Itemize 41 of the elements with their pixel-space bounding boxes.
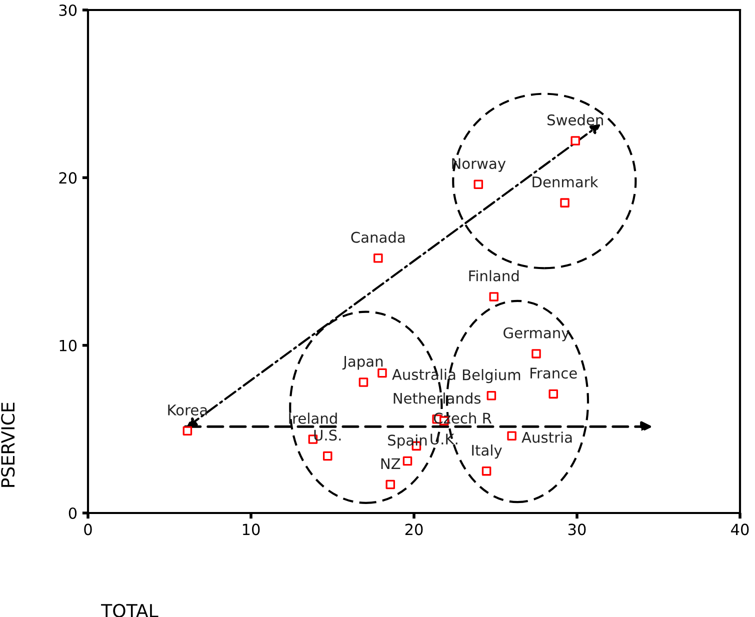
point — [482, 466, 492, 476]
y-tick-label: 0 — [68, 507, 77, 520]
x-tick-label: 0 — [84, 524, 92, 536]
point — [532, 349, 541, 358]
point — [402, 456, 412, 466]
annotation: Australia — [392, 368, 456, 380]
y-tick-label: 10 — [60, 340, 77, 352]
annotation: Spain — [388, 434, 427, 449]
point — [358, 378, 368, 387]
annotation: NZ — [381, 458, 400, 469]
x-tick-label: 30 — [568, 524, 586, 536]
point — [322, 451, 332, 461]
point — [507, 431, 516, 441]
point — [489, 292, 499, 302]
point — [570, 136, 580, 146]
annotation: U.S. — [314, 430, 341, 441]
point — [374, 254, 383, 263]
point — [486, 390, 496, 400]
annotation: France — [530, 368, 577, 379]
annotation: Korea — [168, 404, 207, 416]
annotation: Denmark — [532, 176, 598, 188]
point — [560, 198, 570, 208]
annotation: Japan — [342, 356, 383, 370]
y-tick-label: 30 — [59, 4, 77, 16]
annotation: Sweden — [548, 114, 603, 126]
annotation: Belgium — [462, 369, 520, 384]
x-tick-label: 20 — [405, 524, 423, 536]
x-tick-label: 10 — [242, 524, 260, 536]
x-tick-label: 40 — [731, 524, 749, 536]
point — [474, 180, 484, 190]
point — [182, 426, 192, 436]
y-axis-title: PSERVICE — [1, 402, 15, 487]
annotation: Italy — [472, 444, 502, 459]
y-tick-label: 20 — [59, 172, 77, 184]
annotation: Ireland — [289, 412, 337, 424]
point — [386, 480, 396, 490]
point — [548, 389, 558, 399]
annotation: Germany — [504, 327, 570, 342]
annotation: Canada — [351, 232, 405, 243]
annotation: Finland — [469, 270, 519, 282]
annotation: Austria — [522, 432, 572, 443]
